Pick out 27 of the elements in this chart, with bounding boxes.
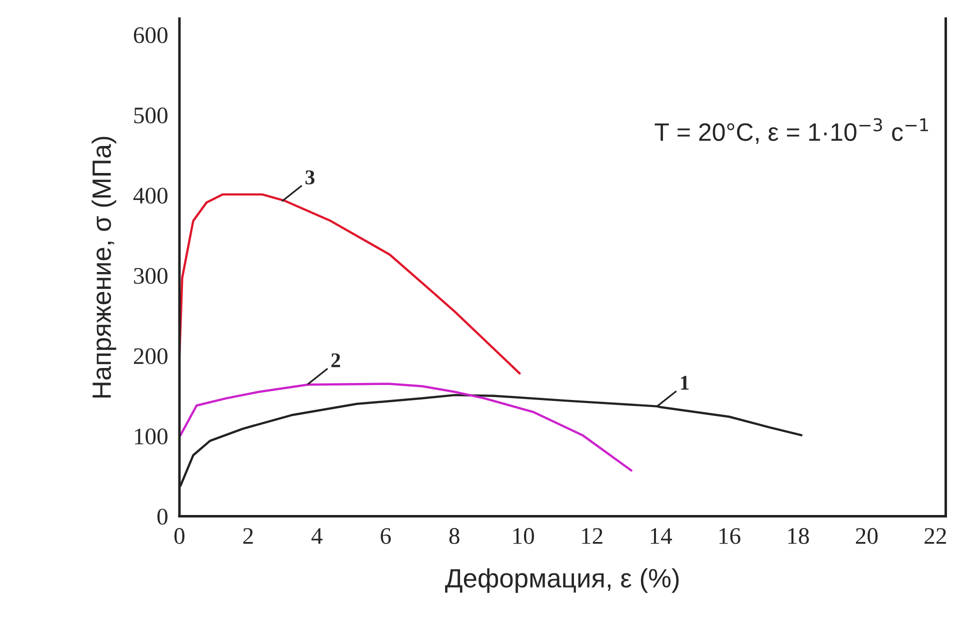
annotation: 1 — [680, 376, 689, 390]
y-tick-label: 600 — [134, 27, 168, 44]
x-tick-label: 2 — [243, 528, 253, 544]
y-tick-label: 100 — [135, 428, 168, 444]
y-tick-label: 300 — [134, 268, 168, 284]
annotation: 3 — [306, 170, 314, 184]
x-tick-label: 22 — [924, 528, 946, 544]
x-tick-label: 18 — [788, 528, 809, 544]
x-tick-label: 14 — [650, 528, 672, 544]
y-tick-label: 200 — [134, 348, 168, 364]
x-tick-label: 4 — [311, 528, 322, 544]
y-tick-label: 400 — [133, 188, 168, 204]
x-tick-label: 12 — [582, 528, 602, 544]
x-tick-label: 0 — [174, 528, 184, 544]
annotation: T = 20°C, ε = 1·10$^{−3}$ с$^{−1}$ — [654, 118, 928, 144]
y-tick-label: 0 — [157, 508, 168, 525]
y-axis-title: Напряжение, σ (МПа) — [92, 136, 116, 398]
x-tick-label: 16 — [720, 528, 740, 544]
x-tick-label: 10 — [513, 528, 534, 544]
y-tick-label: 500 — [134, 107, 168, 124]
line-series — [179, 193, 521, 375]
x-axis-title: Деформация, ε (%) — [445, 568, 679, 593]
x-tick-label: 8 — [449, 528, 460, 544]
annotation: 2 — [331, 353, 340, 368]
x-tick-label: 6 — [380, 528, 391, 544]
line-series — [179, 382, 632, 472]
x-tick-label: 20 — [856, 528, 878, 544]
